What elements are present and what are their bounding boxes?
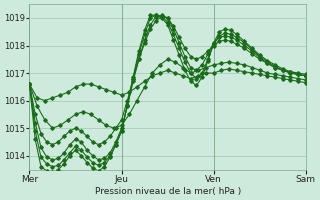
X-axis label: Pression niveau de la mer( hPa ): Pression niveau de la mer( hPa ) xyxy=(94,187,241,196)
